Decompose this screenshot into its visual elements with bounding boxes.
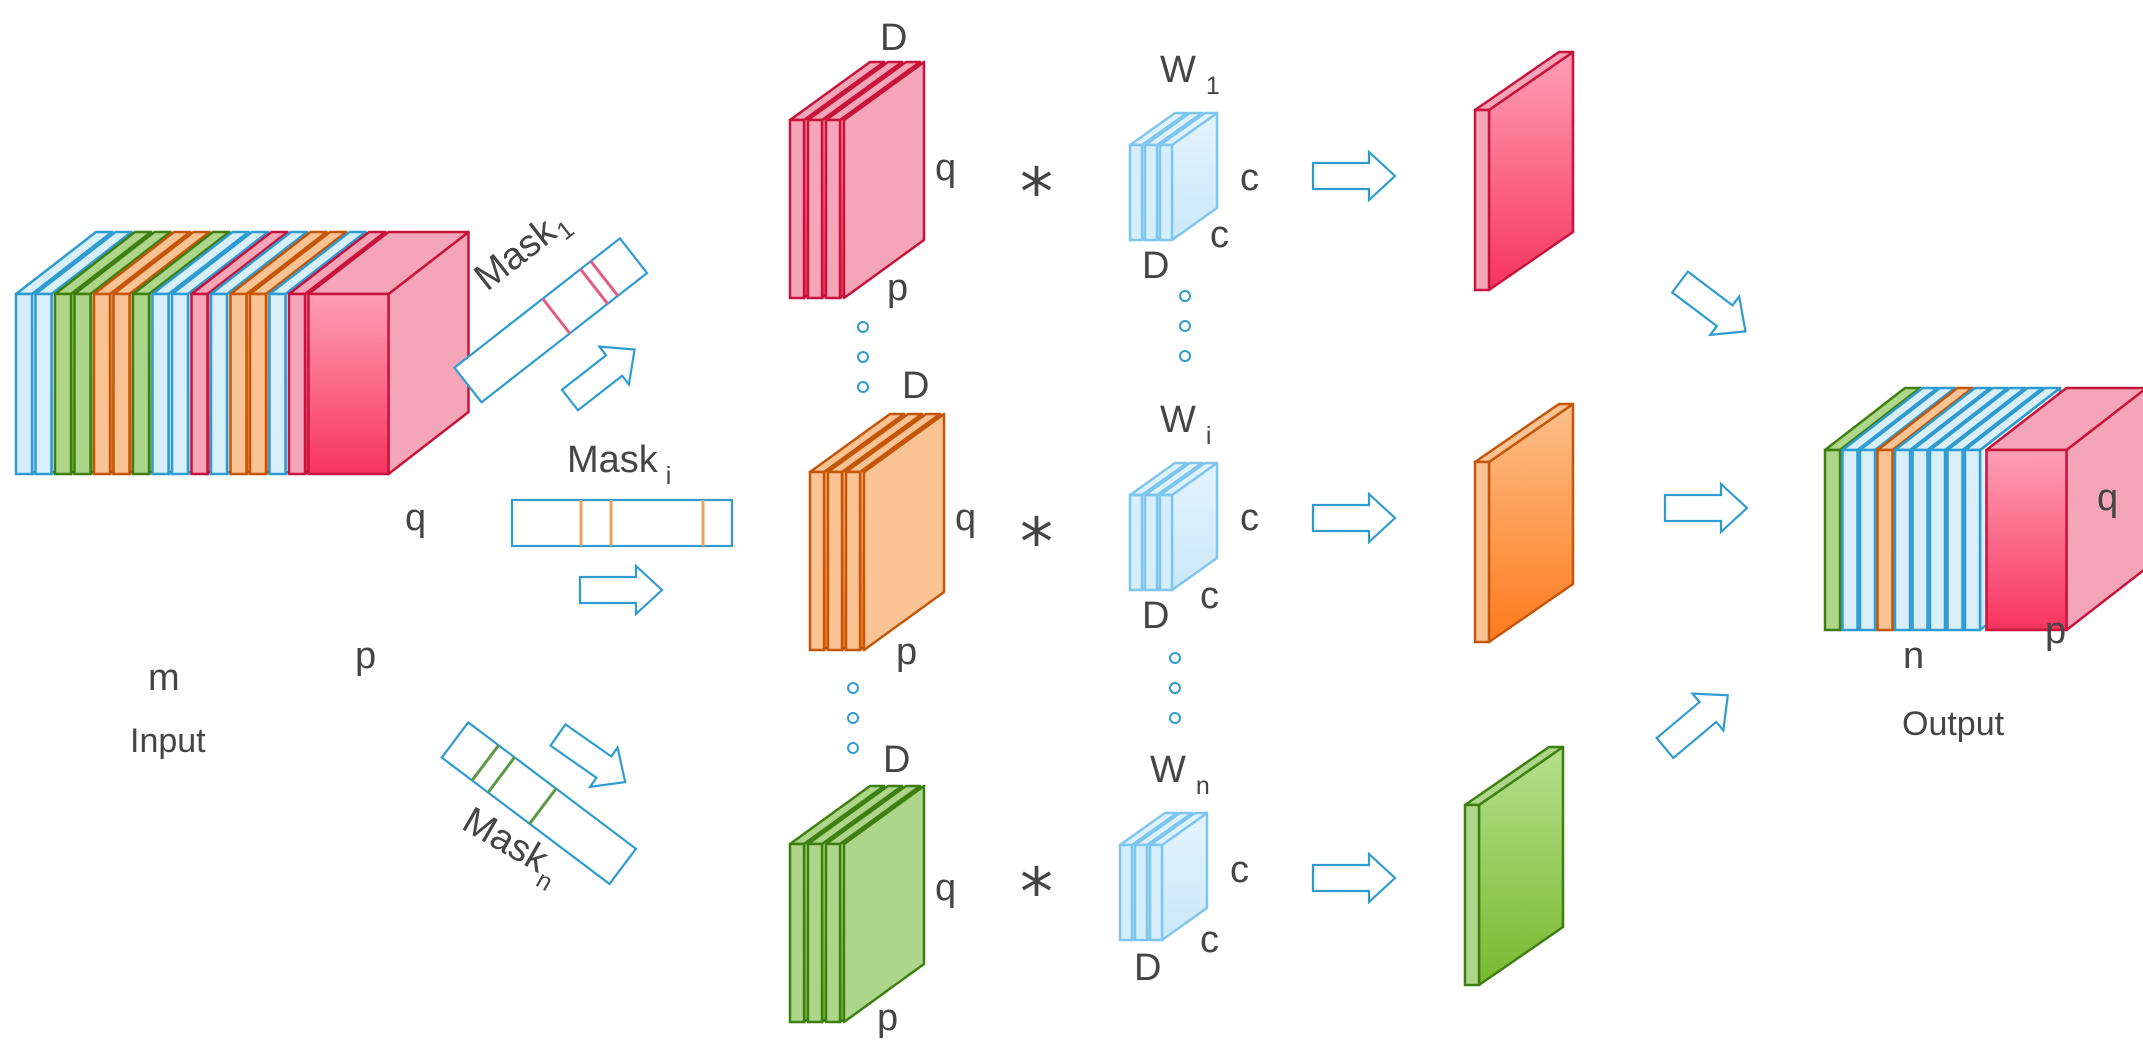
- output-layer: [1985, 386, 2143, 632]
- mask-1: [452, 236, 649, 404]
- branch-i-height-label: q: [955, 497, 976, 539]
- arrow-result-n: [1311, 851, 1397, 905]
- output-depth-label: n: [1903, 635, 1924, 677]
- kernel-w1-size-label-2: c: [1210, 214, 1229, 256]
- arrows: [549, 149, 1749, 905]
- arrow-mask-1: [560, 345, 636, 412]
- branch-1-height-label: q: [935, 147, 956, 189]
- result-map-n: [1463, 745, 1565, 987]
- input-label: Input: [130, 722, 206, 760]
- input-depth-label: m: [148, 657, 180, 699]
- kernel-wi-size-label: c: [1240, 497, 1259, 539]
- input-stack: [14, 230, 470, 476]
- kernel-layer-edge: [1143, 143, 1159, 242]
- arrow-mask-n: [549, 722, 627, 789]
- branch-n-height-label: q: [935, 867, 956, 909]
- convolution-operator-i: *: [1020, 504, 1053, 581]
- kernel-wi: [1128, 461, 1219, 592]
- mask-i: [510, 498, 734, 548]
- arrow-to-output-n: [1655, 692, 1730, 760]
- branch-1-width-label: p: [887, 267, 908, 309]
- result-layer: [1463, 745, 1565, 987]
- input-layer: [307, 230, 470, 476]
- arrow-to-output-1: [1670, 270, 1747, 337]
- result-layer: [1473, 402, 1575, 644]
- convolution-operator-n: *: [1020, 854, 1053, 931]
- kernel-wi-size-label-2: c: [1200, 575, 1219, 617]
- kernel-wn-depth-label: D: [1134, 947, 1161, 989]
- feature-layer-front: [862, 412, 946, 652]
- result-map-i: [1473, 402, 1575, 644]
- feature-stack-i: [808, 412, 946, 652]
- arrow-mask-i: [578, 563, 664, 617]
- kernel-layer-edge: [1128, 143, 1144, 242]
- arrow-result-1: [1311, 149, 1397, 203]
- mask-i-label: Mask i: [567, 439, 671, 490]
- kernel-wi-depth-label: D: [1142, 595, 1169, 637]
- output-stack: [1823, 386, 2143, 632]
- result-layer: [1473, 50, 1575, 292]
- output-height-label: q: [2097, 477, 2118, 519]
- convolution-operator-1: *: [1020, 154, 1053, 231]
- kernel-wn-size-label: c: [1230, 849, 1249, 891]
- arrow-to-output-i: [1663, 481, 1749, 535]
- input-width-label: p: [355, 635, 376, 677]
- kernel-layer-edge: [1158, 493, 1174, 592]
- kernel-layer-edge: [1148, 843, 1164, 942]
- branch-i-width-label: p: [896, 631, 917, 673]
- output-label: Output: [1902, 705, 2005, 743]
- branch-n-depth-label: D: [883, 739, 910, 781]
- feature-layer-front: [842, 784, 926, 1024]
- kernel-layer-edge: [1143, 493, 1159, 592]
- kernel-w1-depth-label: D: [1142, 245, 1169, 287]
- kernel-layer-edge: [1158, 143, 1174, 242]
- kernel-w1-size-label: c: [1240, 157, 1259, 199]
- kernel-layer-edge: [1118, 843, 1134, 942]
- feature-stack-1: [788, 60, 926, 300]
- kernel-layer-edge: [1128, 493, 1144, 592]
- branch-n-width-label: p: [877, 997, 898, 1039]
- input-height-label: q: [405, 497, 426, 539]
- branch-i-depth-label: D: [902, 365, 929, 407]
- kernel-w1: [1128, 111, 1219, 242]
- ellipsis-dots: [847, 290, 1191, 754]
- output-width-label: p: [2045, 610, 2066, 652]
- branch-1-depth-label: D: [880, 17, 907, 59]
- mask-n: [440, 720, 638, 886]
- result-map-1: [1473, 50, 1575, 292]
- feature-stack-n: [788, 784, 926, 1024]
- feature-layer-front: [842, 60, 926, 300]
- kernel-wn-size-label-2: c: [1200, 919, 1219, 961]
- kernel-wn: [1118, 811, 1209, 942]
- kernel-layer-edge: [1133, 843, 1149, 942]
- arrow-result-i: [1311, 491, 1397, 545]
